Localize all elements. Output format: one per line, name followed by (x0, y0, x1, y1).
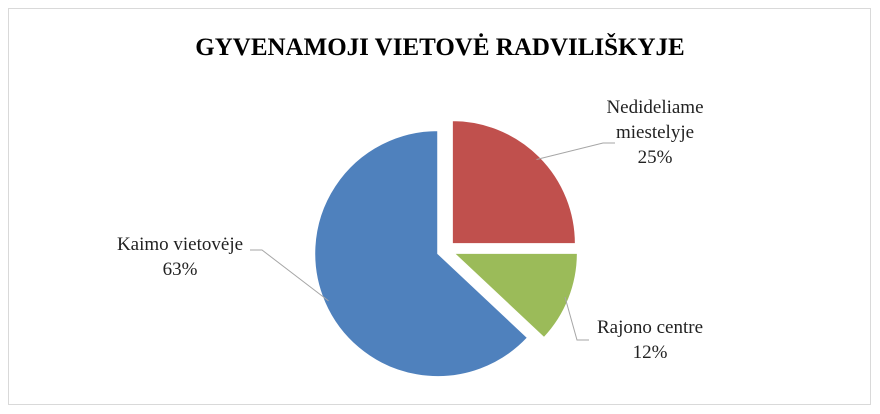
value-label: 63% (162, 259, 198, 280)
slice-label: Nedideliame miestelyje (606, 97, 704, 143)
value-label: 25% (637, 147, 673, 168)
leader-line (250, 249, 329, 302)
slice-label: Kaimo vietovėje (116, 234, 244, 255)
slice-label: Rajono centre (596, 317, 704, 338)
value-label: 12% (632, 342, 668, 363)
chart-title: GYVENAMOJI VIETOVĖ RADVILIŠKYJE (195, 34, 685, 61)
leader-line (536, 142, 615, 160)
pie-slice (451, 120, 576, 245)
pie-slice (314, 130, 529, 378)
chart-border (8, 8, 871, 405)
pie-slice (453, 252, 578, 339)
leader-line (564, 296, 589, 341)
